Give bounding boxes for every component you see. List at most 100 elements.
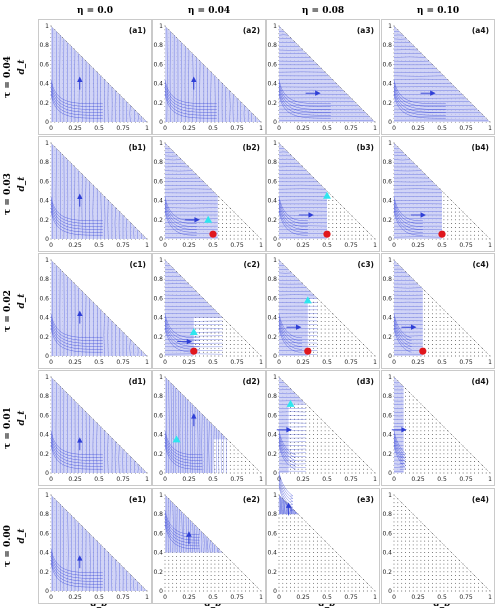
flow-direction-arrow — [285, 502, 292, 516]
axes: 0 0.2 0.4 0.6 0.8 1 0 0.25 0.5 0.75 1 — [39, 374, 149, 483]
y-tick-label: 0.4 — [153, 432, 163, 439]
y-tick-label: 1 — [273, 257, 277, 264]
panel-label: (a2) — [243, 26, 260, 35]
x-tick-label: 0.25 — [296, 476, 310, 483]
hypotenuse — [393, 25, 491, 123]
y-tick-label: 1 — [159, 23, 163, 30]
hypotenuse — [164, 376, 262, 474]
x-tick-label: 0.5 — [322, 594, 332, 601]
flow-direction-arrow — [401, 324, 417, 330]
y-tick-label: 0 — [159, 236, 163, 243]
panel-label: (e2) — [243, 495, 260, 504]
axes: 0 0.2 0.4 0.6 0.8 1 0 0.25 0.5 0.75 1 — [153, 23, 263, 132]
y-tick-label: 0.2 — [382, 451, 392, 458]
y-axis-label: d_t — [17, 410, 27, 426]
x-tick-label: 0.75 — [116, 476, 130, 483]
flow-lines — [164, 496, 222, 553]
x-tick-label: 1 — [259, 476, 263, 483]
x-tick-label: 0.25 — [411, 476, 425, 483]
hypotenuse — [50, 376, 148, 474]
y-tick-label: 0.6 — [153, 178, 163, 185]
y-tick-label: 1 — [45, 140, 49, 147]
x-tick-label: 0.75 — [116, 242, 130, 249]
x-tick-label: 1 — [488, 594, 492, 601]
flow-lines — [50, 496, 146, 592]
y-tick-label: 0.8 — [39, 276, 49, 283]
y-tick-label: 0.8 — [382, 42, 392, 49]
axes: 0 0.2 0.4 0.6 0.8 1 0 0.25 0.5 0.75 1 — [39, 23, 149, 132]
y-tick-label: 1 — [45, 374, 49, 381]
x-tick-label: 0 — [49, 359, 53, 366]
phase-panel: 0 0.2 0.4 0.6 0.8 1 0 0.25 0.5 0.75 1 (d4) — [381, 370, 495, 486]
y-tick-label: 0.4 — [153, 315, 163, 322]
axes: 0 0.2 0.4 0.6 0.8 1 0 0.25 0.5 0.75 1 — [267, 257, 377, 366]
red-dot-marker — [190, 347, 198, 355]
x-tick-label: 0 — [163, 594, 167, 601]
axes: 0 0.2 0.4 0.6 0.8 1 0 0.25 0.5 0.75 1 — [39, 492, 149, 601]
flow-direction-arrow — [276, 427, 292, 433]
y-tick-label: 0.2 — [153, 569, 163, 576]
panel-label: (d1) — [129, 377, 146, 386]
panel-label: (b1) — [129, 143, 146, 152]
x-tick-label: 1 — [259, 125, 263, 132]
x-tick-label: 1 — [259, 359, 263, 366]
flow-direction-arrow — [184, 217, 200, 223]
axes: 0 0.2 0.4 0.6 0.8 1 0 0.25 0.5 0.75 1 — [382, 257, 492, 366]
y-tick-label: 0.2 — [267, 100, 277, 107]
hypotenuse — [50, 259, 148, 357]
flow-lines — [50, 378, 146, 474]
y-tick-label: 1 — [273, 140, 277, 147]
x-tick-label: 0 — [392, 242, 396, 249]
basin-region — [165, 377, 228, 473]
flow-direction-arrow — [191, 413, 197, 427]
hypotenuse — [393, 494, 491, 592]
y-tick-label: 1 — [388, 140, 392, 147]
panel-label: (b2) — [243, 143, 260, 152]
y-axis-label: d_t — [17, 528, 27, 544]
x-tick-label: 0.25 — [68, 594, 82, 601]
x-tick-label: 0.25 — [411, 359, 425, 366]
x-tick-label: 0.75 — [344, 476, 358, 483]
y-tick-label: 0.8 — [382, 511, 392, 518]
axes: 0 0.2 0.4 0.6 0.8 1 0 0.25 0.5 0.75 1 — [153, 140, 263, 249]
x-tick-label: 0.75 — [344, 594, 358, 601]
flow-direction-arrow — [286, 324, 302, 330]
phase-panel: 0 0.2 0.4 0.6 0.8 1 0 0.25 0.5 0.75 1 (a3) — [266, 19, 380, 135]
phase-panel: 0 0.2 0.4 0.6 0.8 1 0 0.25 0.5 0.75 1 (c2) — [152, 253, 266, 369]
y-tick-label: 0 — [273, 588, 277, 595]
x-tick-label: 0 — [277, 476, 281, 483]
x-tick-label: 0 — [277, 242, 281, 249]
x-tick-label: 0.5 — [437, 476, 447, 483]
y-tick-label: 0 — [45, 588, 49, 595]
x-tick-label: 1 — [259, 594, 263, 601]
panel-label: (c1) — [129, 260, 146, 269]
y-tick-label: 0.4 — [382, 550, 392, 557]
y-tick-label: 1 — [45, 492, 49, 499]
x-tick-label: 0.5 — [437, 242, 447, 249]
x-tick-label: 0 — [49, 594, 53, 601]
phase-panel: 0 0.2 0.4 0.6 0.8 1 0 0.25 0.5 0.75 1 (c1) — [38, 253, 152, 369]
phase-panel: 0 0.2 0.4 0.6 0.8 1 0 0.25 0.5 0.75 1 (b1) — [38, 136, 152, 252]
x-tick-label: 1 — [145, 594, 149, 601]
y-tick-label: 0.4 — [39, 550, 49, 557]
y-tick-label: 0.6 — [382, 61, 392, 68]
y-tick-label: 0 — [388, 236, 392, 243]
column-header: η = 0.10 — [417, 6, 459, 16]
y-tick-label: 0 — [45, 236, 49, 243]
x-axis-label: d_b — [433, 599, 450, 609]
red-dot-marker — [209, 230, 217, 238]
y-tick-label: 0.2 — [267, 451, 277, 458]
cyan-triangle-marker — [189, 328, 198, 335]
x-tick-label: 0 — [49, 476, 53, 483]
flow-lines — [164, 27, 260, 123]
panel-label: (d2) — [243, 377, 260, 386]
x-tick-label: 0.5 — [322, 242, 332, 249]
flow-direction-arrow — [77, 555, 83, 569]
basin-region — [165, 495, 223, 553]
x-tick-label: 0 — [163, 476, 167, 483]
hypotenuse — [278, 259, 376, 357]
x-tick-label: 0.25 — [68, 125, 82, 132]
y-tick-label: 1 — [159, 140, 163, 147]
row-header: τ = 0.02 — [3, 290, 13, 332]
